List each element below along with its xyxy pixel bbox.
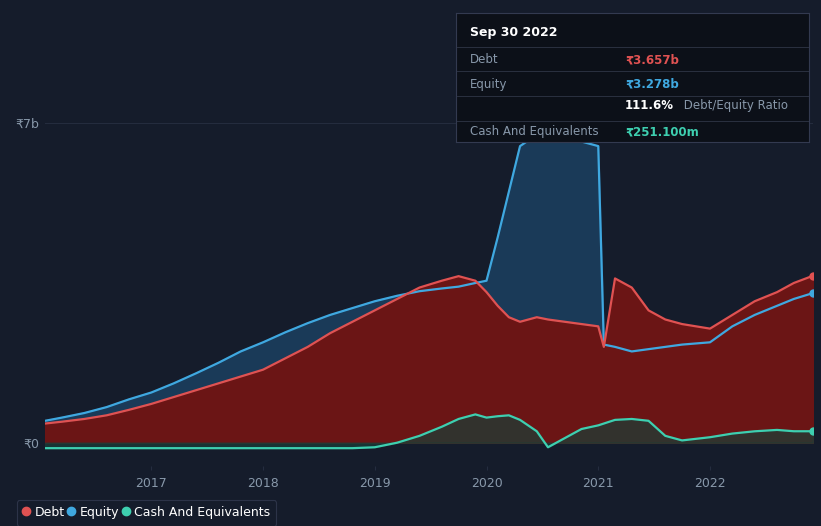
Text: 111.6%: 111.6%	[625, 99, 674, 113]
Text: Cash And Equivalents: Cash And Equivalents	[470, 125, 599, 138]
Text: Equity: Equity	[470, 77, 507, 90]
Text: Debt: Debt	[470, 53, 498, 66]
Text: Debt/Equity Ratio: Debt/Equity Ratio	[680, 99, 788, 113]
Legend: Debt, Equity, Cash And Equivalents: Debt, Equity, Cash And Equivalents	[17, 500, 277, 525]
Text: ₹251.100m: ₹251.100m	[625, 125, 699, 138]
Text: Sep 30 2022: Sep 30 2022	[470, 26, 557, 39]
Text: ₹3.278b: ₹3.278b	[625, 77, 679, 90]
Text: ₹3.657b: ₹3.657b	[625, 53, 679, 66]
